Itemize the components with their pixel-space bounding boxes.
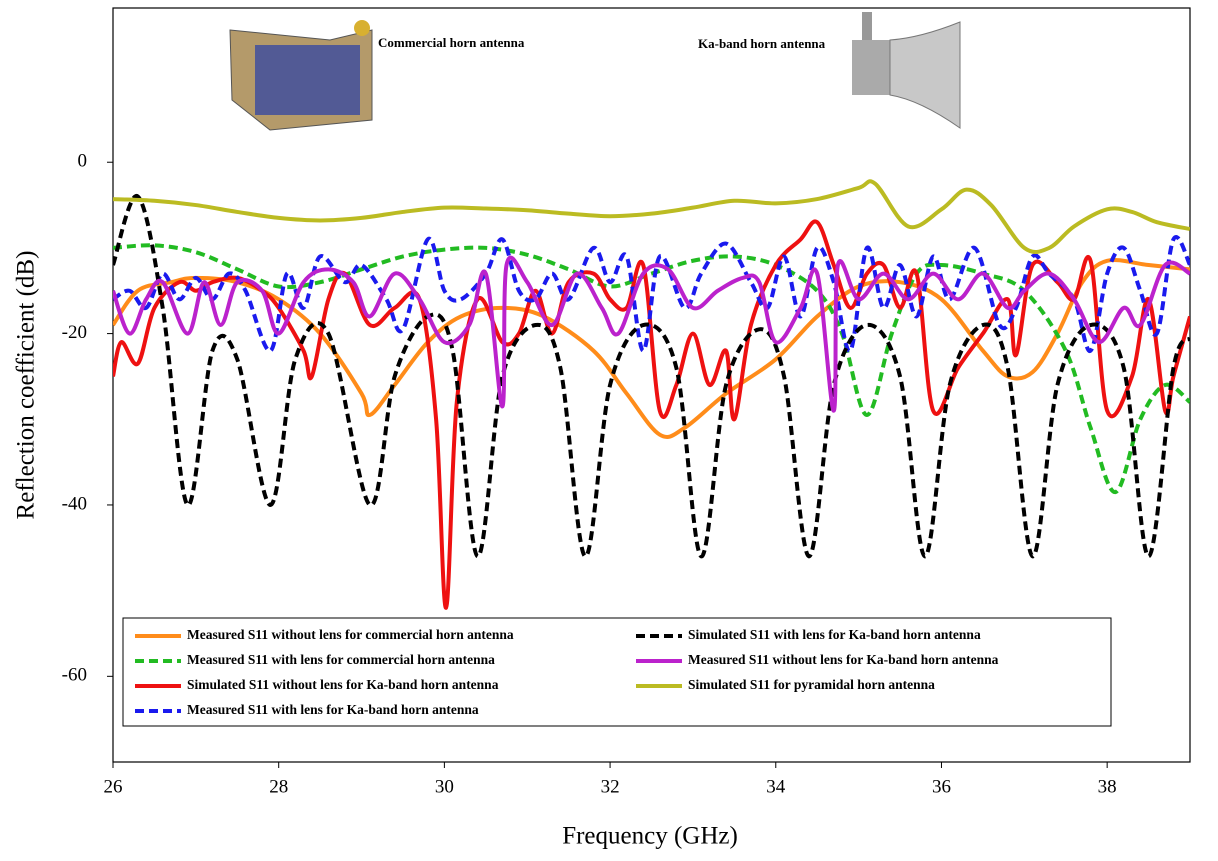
plot-frame xyxy=(112,7,1191,763)
series-line xyxy=(113,219,1190,610)
y-tick-label: -20 xyxy=(62,322,87,343)
legend-label: Measured S11 with lens for Ka-band horn … xyxy=(187,702,479,717)
x-tick-label: 30 xyxy=(435,776,454,797)
x-tick-label: 32 xyxy=(601,776,620,797)
legend-label: Measured S11 with lens for commercial ho… xyxy=(187,652,495,667)
annotation: Commercial horn antenna xyxy=(378,35,525,50)
x-tick-label: 34 xyxy=(766,776,786,797)
series-line xyxy=(113,179,1190,254)
series-line xyxy=(113,234,1190,353)
series-line xyxy=(113,258,1190,439)
y-tick-label: 0 xyxy=(78,151,88,172)
commercial-horn-picture xyxy=(229,20,373,131)
y-tick-label: -60 xyxy=(62,665,87,686)
x-tick-label: 28 xyxy=(269,776,288,797)
x-tick-label: 38 xyxy=(1098,776,1117,797)
x-tick-label: 26 xyxy=(104,776,123,797)
x-tick-label: 36 xyxy=(932,776,951,797)
series-line xyxy=(113,194,1190,559)
y-axis-label: Reflection coefficient (dB) xyxy=(13,251,40,520)
series-line xyxy=(113,255,1190,413)
annotation: Ka-band horn antenna xyxy=(698,36,826,51)
ka-horn-picture xyxy=(852,12,961,129)
legend-label: Simulated S11 for pyramidal horn antenna xyxy=(688,677,935,692)
x-axis-label: Frequency (GHz) xyxy=(562,823,738,850)
legend-label: Simulated S11 with lens for Ka-band horn… xyxy=(688,627,981,642)
legend-box xyxy=(122,617,1112,727)
legend-label: Simulated S11 without lens for Ka-band h… xyxy=(187,677,499,692)
y-tick-label: -40 xyxy=(62,493,87,514)
legend-label: Measured S11 without lens for commercial… xyxy=(187,627,514,642)
legend-label: Measured S11 without lens for Ka-band ho… xyxy=(688,652,999,667)
